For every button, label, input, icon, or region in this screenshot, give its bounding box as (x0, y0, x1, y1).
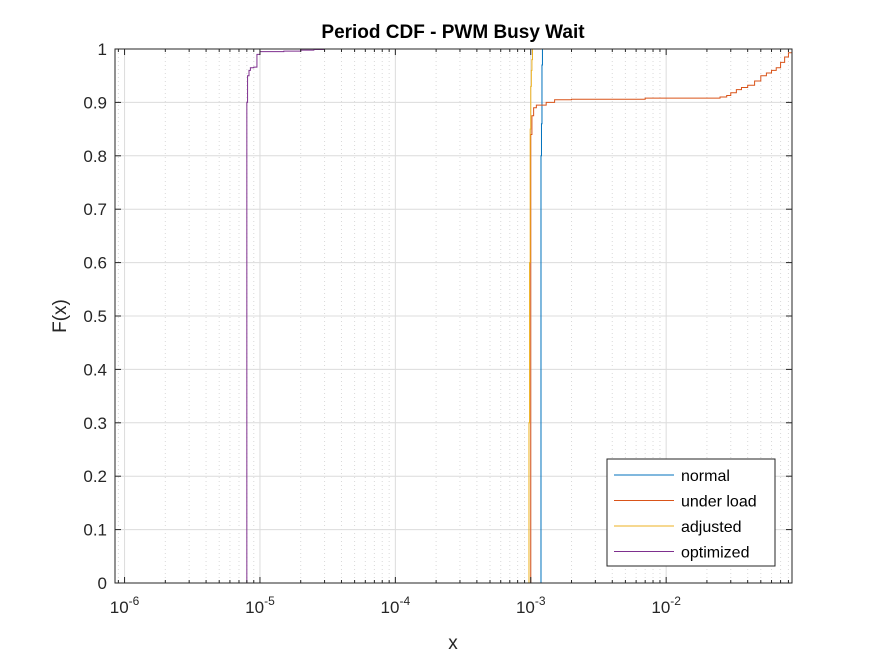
x-axis-label: x (448, 633, 458, 654)
legend-label: normal (681, 468, 730, 485)
x-tick-label: 10-2 (651, 594, 681, 617)
y-tick-labels: 0 0.1 0.2 0.3 0.4 0.5 0.6 0.7 0.8 0.9 1 (83, 40, 107, 593)
x-tick-label: 10-6 (110, 594, 140, 617)
tick-marks (115, 48, 792, 584)
y-axis-label: F(x) (50, 299, 71, 333)
legend-label: optimized (681, 545, 749, 562)
y-tick-label: 0.3 (83, 414, 107, 433)
chart-title: Period CDF - PWM Busy Wait (321, 22, 585, 43)
y-tick-label: 0.7 (83, 200, 107, 219)
y-tick-label: 0.5 (83, 307, 107, 326)
y-tick-label: 1 (98, 40, 107, 59)
series-lines (246, 49, 793, 583)
y-tick-label: 0.1 (83, 521, 107, 540)
legend-label: adjusted (681, 519, 742, 536)
legend: normal under load adjusted optimized (606, 458, 776, 567)
y-tick-label: 0.2 (83, 467, 107, 486)
series-line-optimized (246, 49, 326, 583)
x-tick-label: 10-4 (381, 594, 411, 617)
y-tick-label: 0 (98, 574, 107, 593)
y-tick-label: 0.6 (83, 254, 107, 273)
series-line-normal (540, 49, 543, 583)
y-tick-label: 0.9 (83, 93, 107, 112)
legend-box (606, 458, 776, 567)
y-tick-label: 0.8 (83, 147, 107, 166)
legend-label: under load (681, 494, 757, 511)
x-tick-labels: 10-6 10-5 10-4 10-3 10-2 (110, 594, 682, 617)
y-tick-label: 0.4 (83, 360, 107, 379)
series-line-under-load (530, 49, 793, 583)
series-line-adjusted (528, 49, 533, 583)
x-tick-label: 10-3 (516, 594, 546, 617)
x-tick-label: 10-5 (245, 594, 275, 617)
